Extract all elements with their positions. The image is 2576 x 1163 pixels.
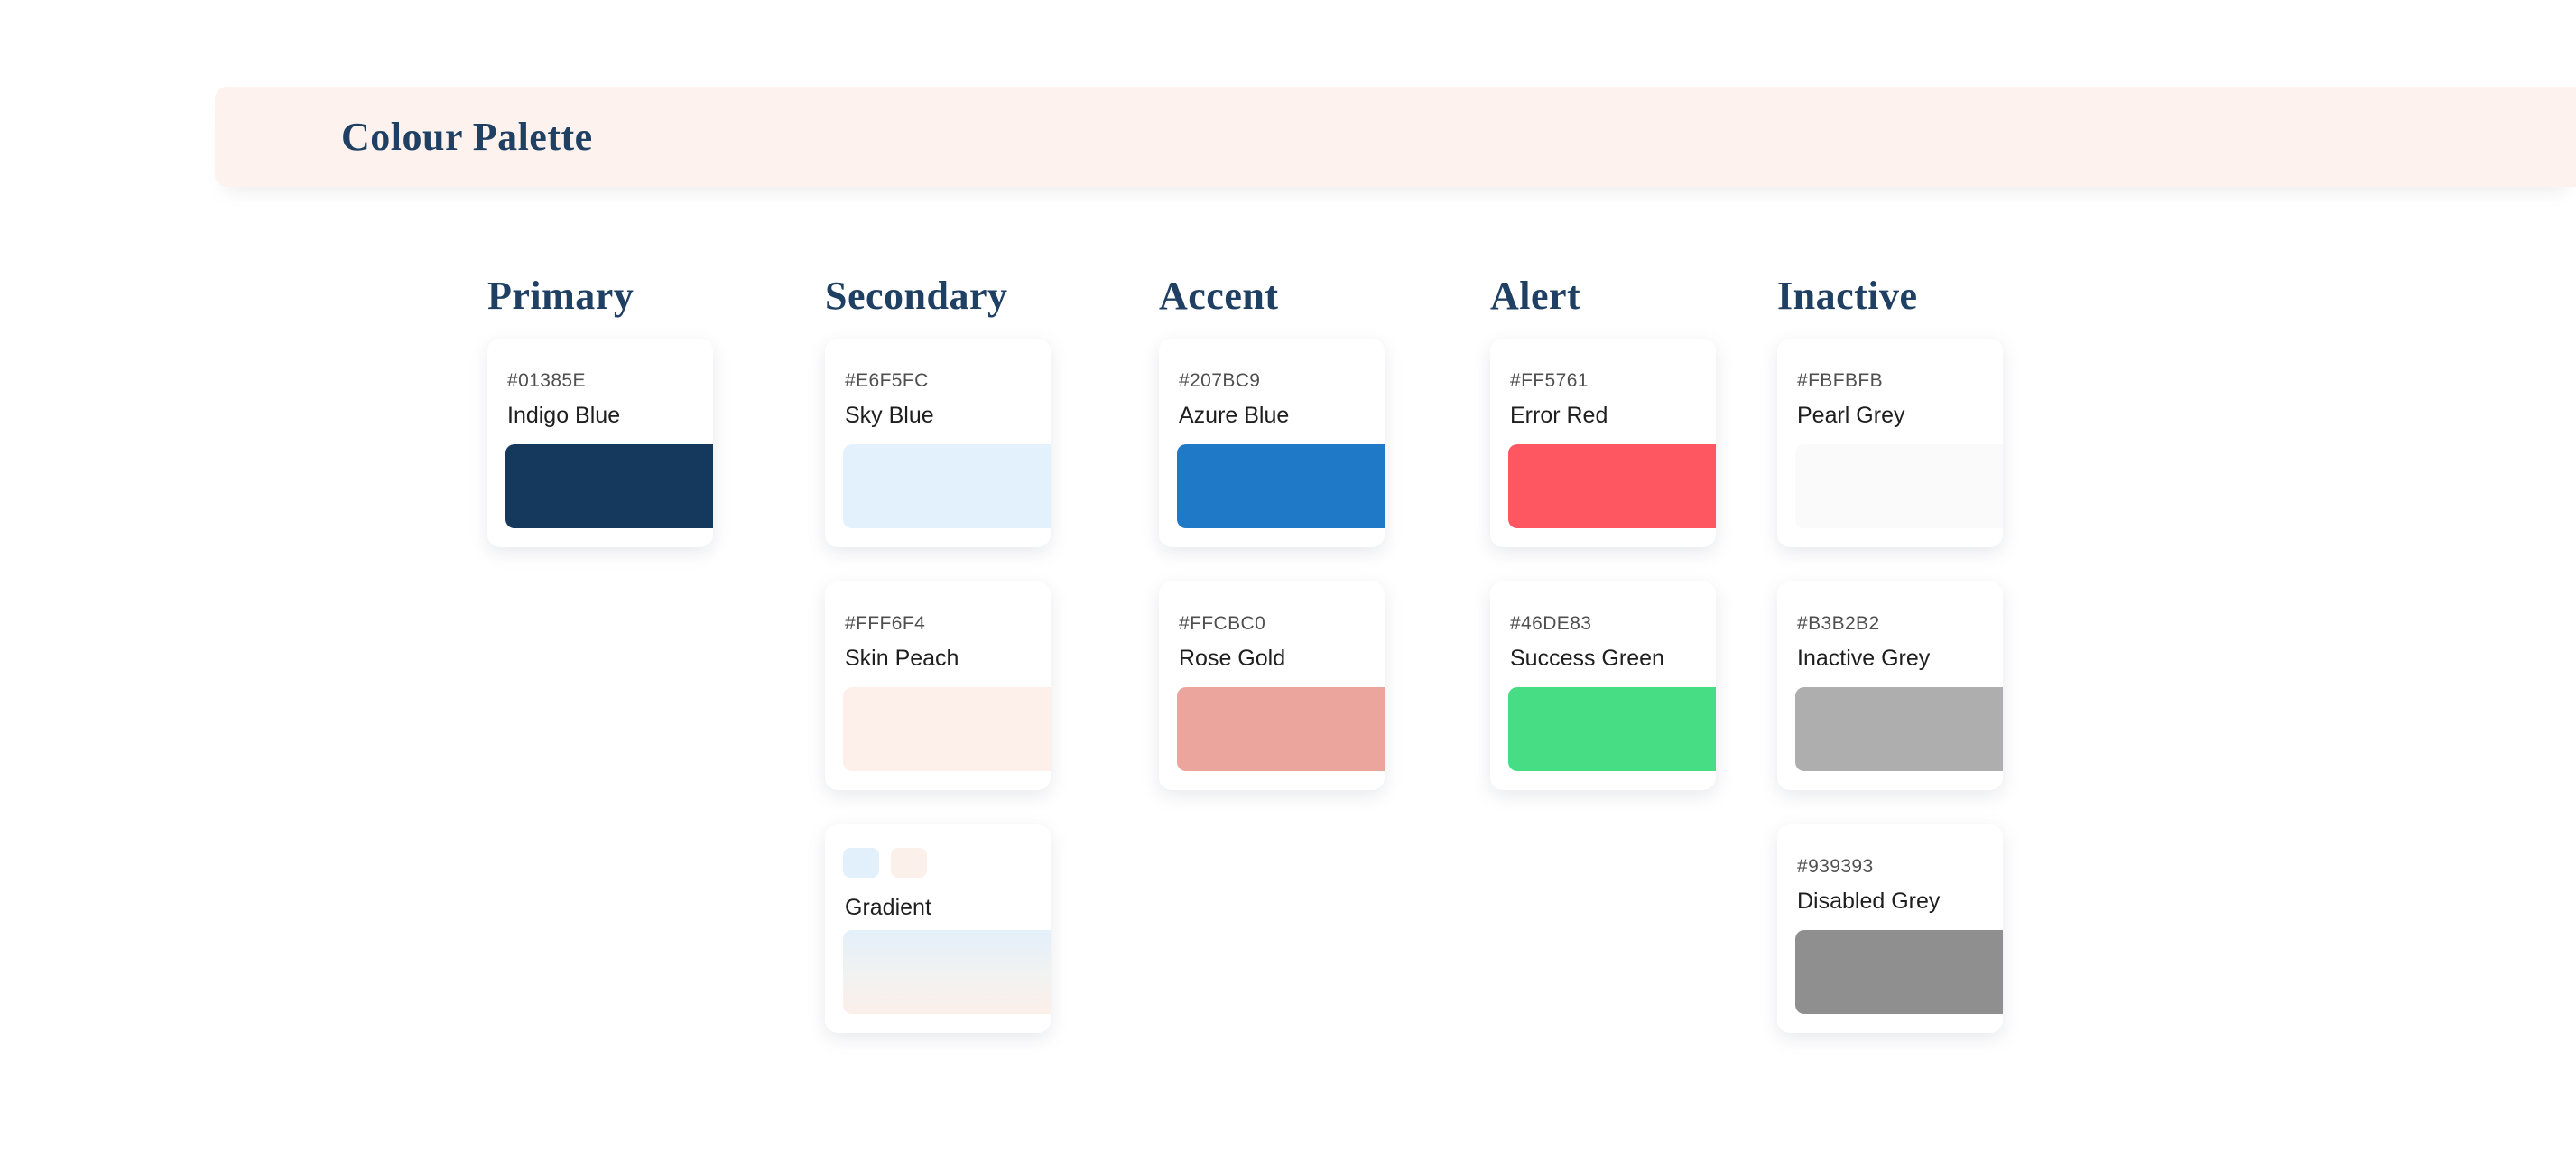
color-name-label: Rose Gold bbox=[1179, 646, 1286, 671]
color-card-error-red: #FF5761 Error Red bbox=[1490, 339, 1716, 547]
page-title: Colour Palette bbox=[341, 115, 593, 159]
color-card-gradient: Gradient bbox=[825, 824, 1051, 1033]
banner: Colour Palette bbox=[215, 87, 2576, 187]
color-name-label: Azure Blue bbox=[1179, 403, 1290, 428]
hex-label: #207BC9 bbox=[1179, 370, 1261, 391]
gradient-chips bbox=[843, 848, 1051, 878]
color-card-rose-gold: #FFCBC0 Rose Gold bbox=[1159, 582, 1385, 790]
color-card-inactive-grey: #B3B2B2 Inactive Grey bbox=[1777, 582, 2003, 790]
color-name-label: Skin Peach bbox=[845, 646, 959, 671]
color-swatch bbox=[1795, 687, 2003, 771]
column-primary: Primary #01385E Indigo Blue bbox=[487, 274, 713, 582]
hex-label: #46DE83 bbox=[1510, 613, 1592, 634]
column-alert: Alert #FF5761 Error Red #46DE83 Success … bbox=[1490, 274, 1716, 824]
group-heading-accent: Accent bbox=[1159, 274, 1279, 318]
column-inactive: Inactive #FBFBFB Pearl Grey #B3B2B2 Inac… bbox=[1777, 274, 2003, 1067]
hex-label: #939393 bbox=[1797, 856, 1874, 877]
color-name-label: Sky Blue bbox=[845, 403, 934, 428]
group-heading-secondary: Secondary bbox=[825, 274, 1008, 318]
group-heading-alert: Alert bbox=[1490, 274, 1581, 318]
color-swatch bbox=[843, 444, 1051, 528]
hex-label: #FF5761 bbox=[1510, 370, 1589, 391]
hex-label: #FFF6F4 bbox=[845, 613, 926, 634]
color-swatch bbox=[1795, 444, 2003, 528]
color-swatch bbox=[1795, 930, 2003, 1014]
color-name-label: Indigo Blue bbox=[507, 403, 621, 428]
hex-label: #E6F5FC bbox=[845, 370, 929, 391]
hex-label: #FBFBFB bbox=[1797, 370, 1883, 391]
color-swatch bbox=[1508, 687, 1716, 771]
color-card-sky-blue: #E6F5FC Sky Blue bbox=[825, 339, 1051, 547]
gradient-chip-peach bbox=[891, 848, 927, 878]
group-heading-inactive: Inactive bbox=[1777, 274, 1918, 318]
color-card-disabled-grey: #939393 Disabled Grey bbox=[1777, 824, 2003, 1033]
hex-label: #B3B2B2 bbox=[1797, 613, 1880, 634]
group-heading-primary: Primary bbox=[487, 274, 635, 318]
color-name-label: Gradient bbox=[845, 895, 931, 920]
hex-label: #FFCBC0 bbox=[1179, 613, 1266, 634]
color-name-label: Disabled Grey bbox=[1797, 889, 1941, 914]
color-swatch bbox=[1508, 444, 1716, 528]
column-secondary: Secondary #E6F5FC Sky Blue #FFF6F4 Skin … bbox=[825, 274, 1051, 1067]
color-card-pearl-grey: #FBFBFB Pearl Grey bbox=[1777, 339, 2003, 547]
gradient-swatch bbox=[843, 930, 1051, 1014]
gradient-chip-blue bbox=[843, 848, 879, 878]
column-accent: Accent #207BC9 Azure Blue #FFCBC0 Rose G… bbox=[1159, 274, 1385, 824]
color-swatch bbox=[1177, 444, 1385, 528]
color-card-skin-peach: #FFF6F4 Skin Peach bbox=[825, 582, 1051, 790]
color-card-indigo-blue: #01385E Indigo Blue bbox=[487, 339, 713, 547]
color-swatch bbox=[1177, 687, 1385, 771]
color-swatch bbox=[843, 687, 1051, 771]
color-name-label: Success Green bbox=[1510, 646, 1664, 671]
hex-label: #01385E bbox=[507, 370, 586, 391]
color-name-label: Error Red bbox=[1510, 403, 1608, 428]
color-name-label: Pearl Grey bbox=[1797, 403, 1905, 428]
color-card-success-green: #46DE83 Success Green bbox=[1490, 582, 1716, 790]
color-swatch bbox=[505, 444, 713, 528]
color-name-label: Inactive Grey bbox=[1797, 646, 1931, 671]
color-card-azure-blue: #207BC9 Azure Blue bbox=[1159, 339, 1385, 547]
